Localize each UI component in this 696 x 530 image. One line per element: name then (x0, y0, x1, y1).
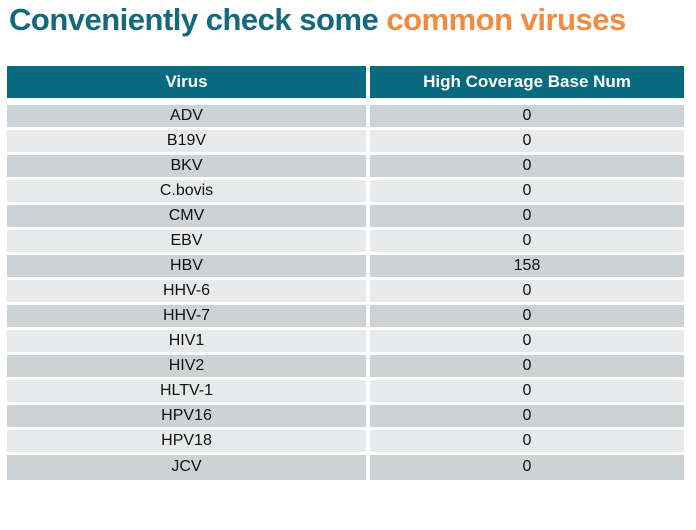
column-header-virus: Virus (7, 65, 370, 105)
virus-name-cell: HHV-7 (7, 304, 370, 330)
page-title-highlight: common viruses (386, 2, 626, 37)
virus-name-cell: HIV1 (7, 329, 370, 355)
coverage-value-cell: 0 (370, 454, 684, 480)
table-row: HLTV-1 0 (7, 379, 684, 405)
virus-name-cell: ADV (7, 104, 370, 130)
coverage-value-cell: 0 (370, 279, 684, 305)
virus-name-cell: CMV (7, 204, 370, 230)
coverage-value-cell: 0 (370, 154, 684, 180)
virus-name-cell: C.bovis (7, 179, 370, 205)
virus-name-cell: HHV-6 (7, 279, 370, 305)
table-row: HPV18 0 (7, 429, 684, 455)
table-row: HIV2 0 (7, 354, 684, 380)
coverage-value-cell: 0 (370, 129, 684, 155)
table-header-row: Virus High Coverage Base Num (7, 65, 684, 105)
virus-name-cell: BKV (7, 154, 370, 180)
table-row: HPV16 0 (7, 404, 684, 430)
coverage-value-cell: 158 (370, 254, 684, 280)
coverage-value-cell: 0 (370, 354, 684, 380)
virus-name-cell: HIV2 (7, 354, 370, 380)
table-row: HHV-6 0 (7, 279, 684, 305)
page-title: Conveniently check some common viruses (9, 2, 696, 38)
virus-name-cell: JCV (7, 454, 370, 480)
virus-name-cell: EBV (7, 229, 370, 255)
coverage-value-cell: 0 (370, 429, 684, 455)
virus-name-cell: HPV18 (7, 429, 370, 455)
coverage-value-cell: 0 (370, 329, 684, 355)
coverage-value-cell: 0 (370, 104, 684, 130)
table-row: EBV 0 (7, 229, 684, 255)
table-row: BKV 0 (7, 154, 684, 180)
coverage-value-cell: 0 (370, 204, 684, 230)
virus-name-cell: B19V (7, 129, 370, 155)
virus-name-cell: HBV (7, 254, 370, 280)
coverage-value-cell: 0 (370, 304, 684, 330)
table-row: HIV1 0 (7, 329, 684, 355)
table-row: C.bovis 0 (7, 179, 684, 205)
table-row: CMV 0 (7, 204, 684, 230)
table-row: B19V 0 (7, 129, 684, 155)
virus-name-cell: HLTV-1 (7, 379, 370, 405)
coverage-value-cell: 0 (370, 179, 684, 205)
coverage-value-cell: 0 (370, 379, 684, 405)
table-row: ADV 0 (7, 104, 684, 130)
coverage-value-cell: 0 (370, 404, 684, 430)
virus-name-cell: HPV16 (7, 404, 370, 430)
page-title-prefix: Conveniently check some (9, 2, 387, 37)
table-row: HHV-7 0 (7, 304, 684, 330)
table-row: JCV 0 (7, 454, 684, 480)
virus-coverage-table: Virus High Coverage Base Num ADV 0 B19V … (7, 65, 684, 480)
coverage-value-cell: 0 (370, 229, 684, 255)
column-header-coverage: High Coverage Base Num (370, 65, 684, 105)
table-row: HBV 158 (7, 254, 684, 280)
